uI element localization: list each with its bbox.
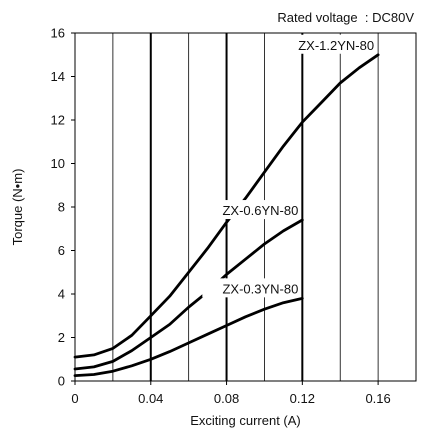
series-label-bg xyxy=(278,34,377,54)
x-tick-label: 0.12 xyxy=(290,391,315,406)
x-tick-label: 0.16 xyxy=(365,391,390,406)
y-tick-label: 6 xyxy=(58,243,65,258)
series-label: ZX-0.6YN-80 xyxy=(222,203,298,218)
series-label-bg xyxy=(202,278,301,298)
y-tick-label: 0 xyxy=(58,374,65,389)
x-tick-label: 0.04 xyxy=(138,391,163,406)
y-axis-label: Torque (N•m) xyxy=(10,169,25,246)
series-line xyxy=(73,218,304,371)
series-label: ZX-0.3YN-80 xyxy=(222,281,298,296)
series-label-bg xyxy=(202,200,301,220)
series-line xyxy=(73,53,380,359)
y-tick-label: 2 xyxy=(58,330,65,345)
series-line xyxy=(73,297,304,377)
x-tick-labels: 0 0.04 0.08 0.12 0.16 xyxy=(71,381,391,406)
y-tick-labels: 0 2 4 6 8 10 12 14 16 xyxy=(51,26,75,389)
y-tick-label: 16 xyxy=(51,26,65,41)
x-axis-label: Exciting current (A) xyxy=(190,413,301,428)
y-tick-label: 14 xyxy=(51,69,65,84)
y-tick-label: 8 xyxy=(58,200,65,215)
series-labels: ZX-1.2YN-80 ZX-0.6YN-80 ZX-0.3YN-80 xyxy=(202,34,377,298)
rated-voltage-note: Rated voltage : DC80V xyxy=(277,10,414,25)
y-tick-label: 4 xyxy=(58,287,65,302)
x-tick-label: 0 xyxy=(71,391,78,406)
x-tick-label: 0.08 xyxy=(214,391,239,406)
y-tick-label: 10 xyxy=(51,156,65,171)
series-lines xyxy=(73,53,380,377)
y-tick-label: 12 xyxy=(51,113,65,128)
series-label: ZX-1.2YN-80 xyxy=(298,38,374,53)
